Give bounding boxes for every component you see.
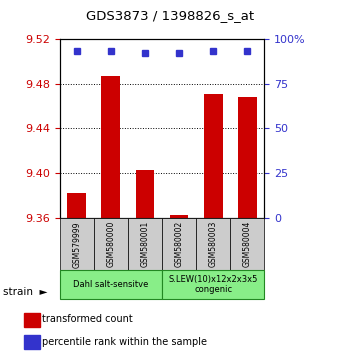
Bar <box>67 193 86 218</box>
Bar <box>94 218 128 271</box>
Bar <box>60 218 94 271</box>
Bar <box>169 216 188 218</box>
Bar <box>135 170 154 218</box>
Bar <box>162 270 264 299</box>
Text: GSM580004: GSM580004 <box>243 221 252 268</box>
Text: S.LEW(10)x12x2x3x5
congenic: S.LEW(10)x12x2x3x5 congenic <box>168 275 258 294</box>
Text: percentile rank within the sample: percentile rank within the sample <box>42 337 207 347</box>
Bar <box>238 97 256 218</box>
Text: GSM580001: GSM580001 <box>140 221 149 267</box>
Bar <box>128 218 162 271</box>
Text: GDS3873 / 1398826_s_at: GDS3873 / 1398826_s_at <box>86 9 255 22</box>
Bar <box>102 76 120 218</box>
Text: GSM580002: GSM580002 <box>175 221 183 267</box>
Text: GSM580003: GSM580003 <box>209 221 218 268</box>
Bar <box>24 313 40 327</box>
Bar <box>196 218 230 271</box>
Text: Dahl salt-sensitve: Dahl salt-sensitve <box>73 280 149 289</box>
Bar <box>60 270 162 299</box>
Text: GSM579999: GSM579999 <box>72 221 81 268</box>
Bar <box>24 335 40 349</box>
Bar <box>162 218 196 271</box>
Text: strain  ►: strain ► <box>3 287 48 297</box>
Bar <box>204 94 222 218</box>
Text: GSM580000: GSM580000 <box>106 221 115 268</box>
Text: transformed count: transformed count <box>42 314 133 324</box>
Bar <box>230 218 264 271</box>
